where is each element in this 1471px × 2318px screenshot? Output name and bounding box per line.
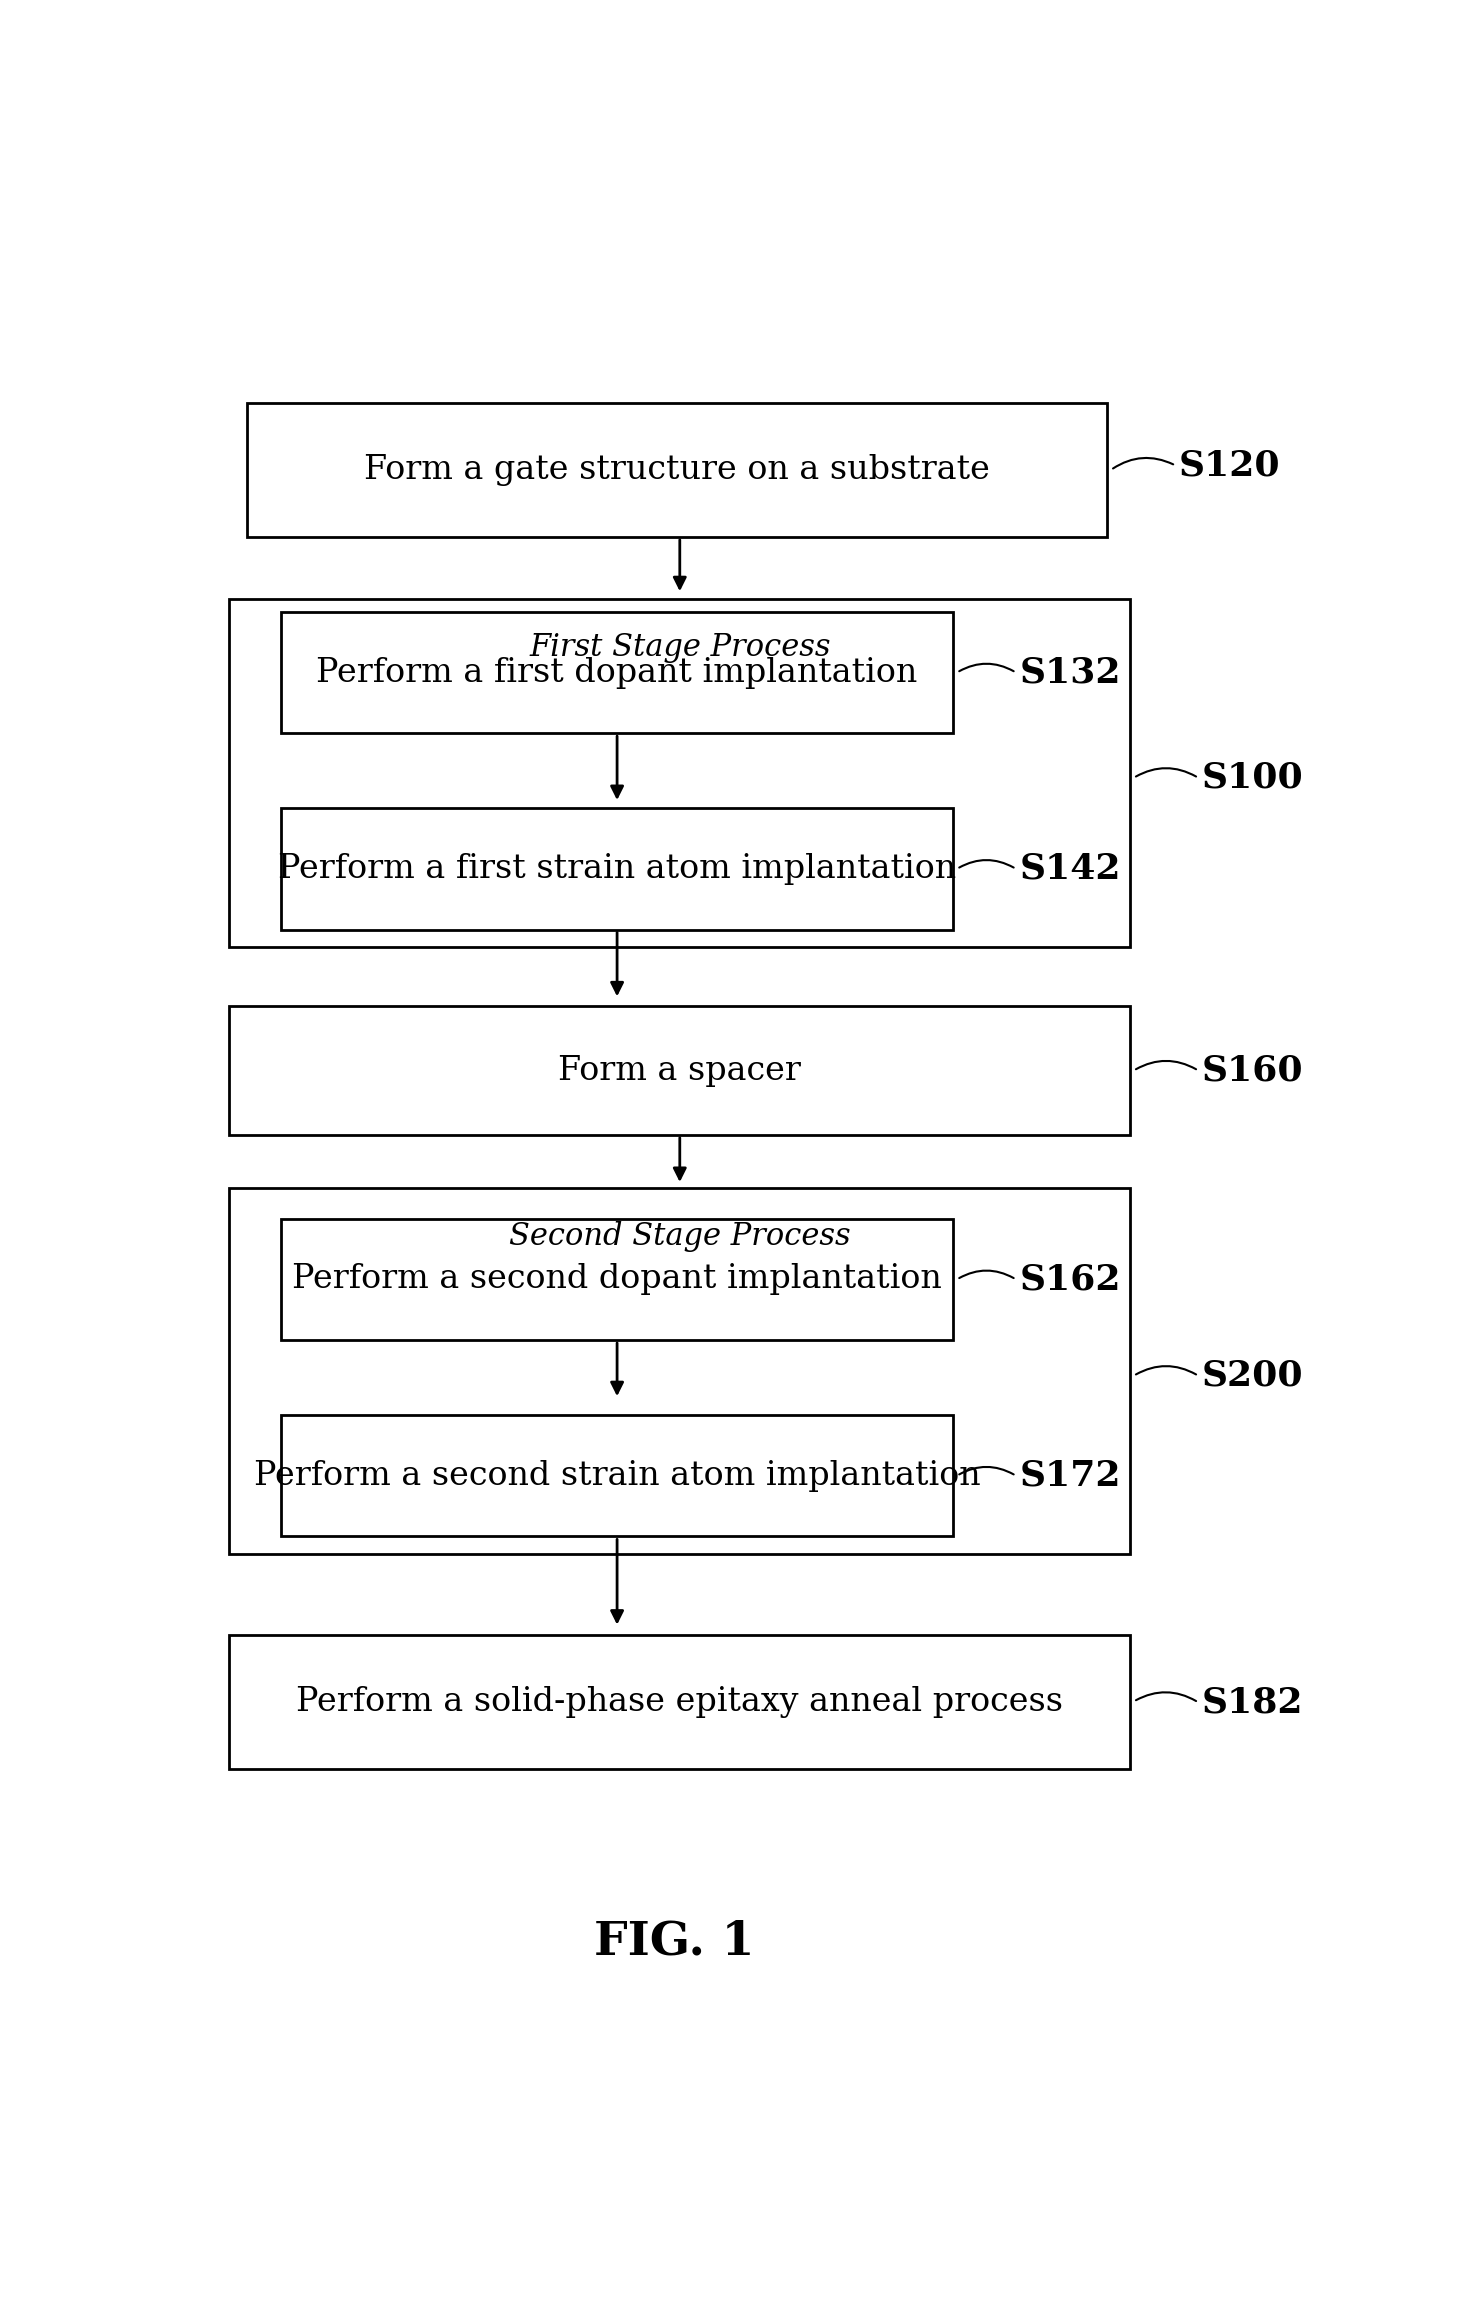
Text: S172: S172 [1019,1458,1121,1493]
Text: S142: S142 [1019,853,1121,885]
Text: Perform a second dopant implantation: Perform a second dopant implantation [293,1263,941,1296]
Text: S120: S120 [1180,450,1281,482]
FancyBboxPatch shape [247,403,1108,538]
Text: FIG. 1: FIG. 1 [594,1919,755,1966]
Text: Form a gate structure on a substrate: Form a gate structure on a substrate [363,454,990,487]
Text: S182: S182 [1202,1685,1303,1720]
FancyBboxPatch shape [229,1006,1130,1136]
Text: Perform a solid-phase epitaxy anneal process: Perform a solid-phase epitaxy anneal pro… [296,1685,1064,1718]
Text: Form a spacer: Form a spacer [559,1055,802,1087]
Text: S162: S162 [1019,1263,1121,1296]
Text: Perform a first strain atom implantation: Perform a first strain atom implantation [278,853,956,885]
FancyBboxPatch shape [229,1189,1130,1555]
Text: Perform a first dopant implantation: Perform a first dopant implantation [316,656,918,688]
Text: Perform a second strain atom implantation: Perform a second strain atom implantatio… [254,1460,980,1493]
FancyBboxPatch shape [229,1634,1130,1769]
FancyBboxPatch shape [281,612,953,732]
Text: Second Stage Process: Second Stage Process [509,1222,850,1252]
FancyBboxPatch shape [281,809,953,930]
Text: S100: S100 [1202,760,1303,795]
FancyBboxPatch shape [281,1219,953,1340]
FancyBboxPatch shape [229,600,1130,948]
Text: S160: S160 [1202,1055,1303,1087]
Text: S200: S200 [1202,1358,1303,1393]
Text: First Stage Process: First Stage Process [530,630,831,663]
FancyBboxPatch shape [281,1414,953,1537]
Text: S132: S132 [1019,656,1121,691]
